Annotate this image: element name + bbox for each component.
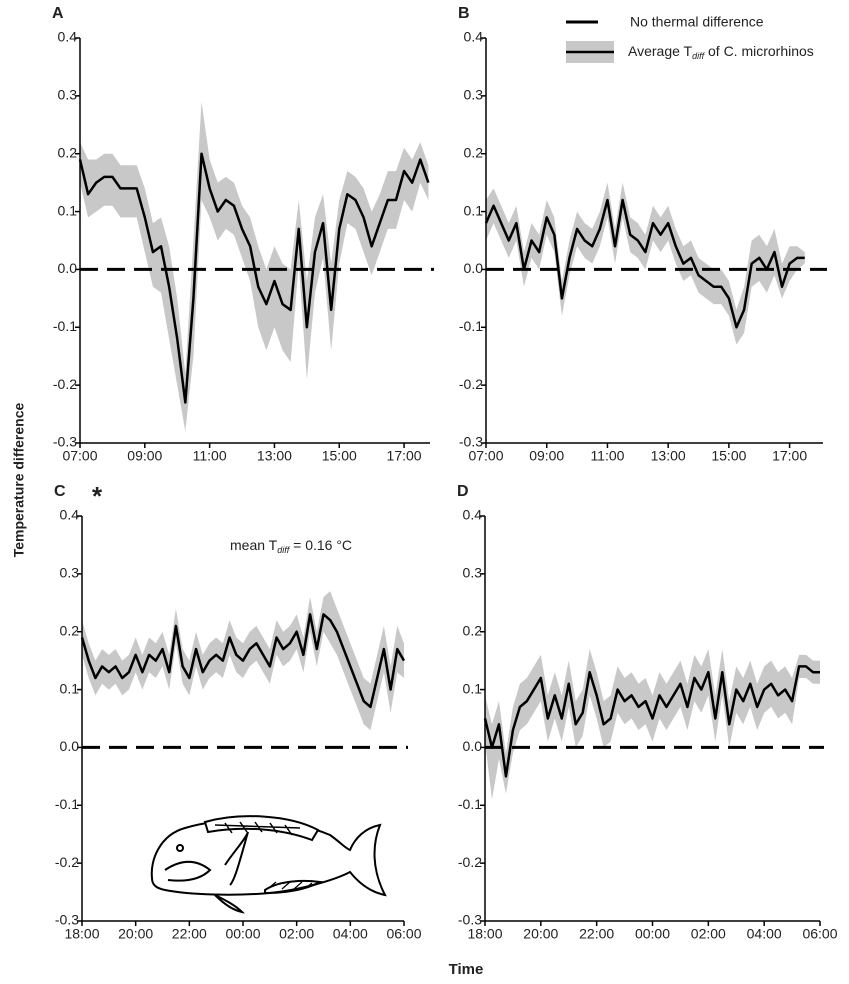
- y-tick-label: 0.4: [464, 29, 484, 45]
- y-tick-label: -0.2: [53, 376, 77, 392]
- x-tick-label: 22:00: [579, 926, 614, 942]
- x-tick-label: 13:00: [257, 448, 292, 464]
- panel: -0.3 -0.2 -0.1 0.0 0.1 0.2 0.3 0.4 07:00 09:00 11:…: [52, 5, 434, 464]
- y-tick-label: 0.3: [464, 87, 484, 103]
- y-tick-label: 0.1: [464, 202, 484, 218]
- x-tick-label: 11:00: [590, 448, 624, 464]
- x-tick-label: 02:00: [691, 926, 726, 942]
- y-tick-label: -0.1: [53, 318, 77, 334]
- y-tick-label: 0.2: [464, 144, 484, 160]
- x-tick-label: 09:00: [127, 448, 162, 464]
- x-tick-label: 00:00: [635, 926, 670, 942]
- x-tick-label: 18:00: [64, 926, 99, 942]
- significance-marker: *: [92, 481, 103, 511]
- mean-line: [80, 613, 406, 709]
- x-tick-label: 06:00: [802, 926, 837, 942]
- y-tick-label: -0.2: [55, 854, 79, 870]
- x-tick-label: 02:00: [279, 926, 314, 942]
- confidence-band: [485, 649, 820, 800]
- x-tick-label: 17:00: [772, 448, 807, 464]
- panel-label: C: [54, 483, 66, 500]
- x-tick-label: 13:00: [651, 448, 686, 464]
- panel: -0.3 -0.2 -0.1 0.0 0.1 0.2 0.3 0.4 18:00 20:00 22:…: [457, 483, 838, 941]
- y-tick-label: 0.0: [58, 260, 78, 276]
- x-tick-label: 17:00: [387, 448, 422, 464]
- fish-illustration: [150, 815, 387, 914]
- x-tick-label: 00:00: [225, 926, 260, 942]
- x-tick-label: 04:00: [333, 926, 368, 942]
- confidence-band: [486, 182, 805, 345]
- mean-line: [484, 198, 805, 329]
- y-tick-label: 0.1: [60, 680, 80, 696]
- y-tick-label: 0.1: [58, 202, 78, 218]
- x-tick-label: 07:00: [468, 448, 503, 464]
- annotation-main: mean T: [230, 537, 278, 553]
- legend-label-end: of C. microrhinos: [704, 43, 814, 59]
- x-tick-label: 07:00: [62, 448, 97, 464]
- panel-label: A: [52, 5, 64, 22]
- y-tick-label: 0.2: [463, 622, 483, 638]
- y-axis-label: Temperature difference: [11, 403, 27, 558]
- x-tick-label: 22:00: [172, 926, 207, 942]
- y-tick-label: -0.1: [458, 796, 482, 812]
- y-tick-label: 0.0: [464, 260, 484, 276]
- y-tick-label: -0.1: [459, 318, 483, 334]
- legend-label: No thermal difference: [630, 14, 764, 30]
- x-tick-label: 06:00: [386, 926, 421, 942]
- panel: -0.3 -0.2 -0.1 0.0 0.1 0.2 0.3 0.4 18:00 20:00 22:…: [54, 481, 422, 942]
- legend-label-main: Average T: [628, 43, 693, 59]
- y-tick-label: 0.2: [60, 622, 80, 638]
- panel: -0.3 -0.2 -0.1 0.0 0.1 0.2 0.3 0.4 07:00 09:00 11:…: [458, 5, 827, 464]
- y-tick-label: 0.4: [60, 507, 80, 523]
- y-tick-label: -0.3: [458, 912, 482, 928]
- annotation-end: = 0.16 °C: [289, 537, 352, 553]
- annotation: mean Tdiff = 0.16 °C: [230, 537, 352, 556]
- y-tick-label: -0.2: [458, 854, 482, 870]
- y-tick-label: -0.3: [53, 434, 77, 450]
- x-tick-label: 15:00: [322, 448, 357, 464]
- x-tick-label: 18:00: [467, 926, 502, 942]
- x-tick-label: 15:00: [711, 448, 746, 464]
- y-tick-label: -0.1: [55, 796, 79, 812]
- y-tick-label: 0.3: [463, 565, 483, 581]
- x-tick-label: 20:00: [523, 926, 558, 942]
- annotation-subscript: diff: [277, 545, 291, 555]
- y-tick-label: 0.1: [463, 680, 483, 696]
- legend: No thermal difference Average Tdiff of C…: [566, 14, 814, 63]
- y-tick-label: 0.2: [58, 144, 78, 160]
- x-tick-label: 11:00: [193, 448, 227, 464]
- legend-label-subscript: diff: [692, 51, 706, 61]
- y-tick-label: 0.4: [463, 507, 483, 523]
- y-tick-label: -0.3: [459, 434, 483, 450]
- y-tick-label: -0.3: [55, 912, 79, 928]
- x-tick-label: 20:00: [118, 926, 153, 942]
- panel-label: B: [458, 5, 470, 22]
- y-tick-label: 0.0: [463, 738, 483, 754]
- y-tick-label: -0.2: [459, 376, 483, 392]
- y-tick-label: 0.4: [58, 29, 78, 45]
- x-axis-label: Time: [449, 961, 484, 978]
- y-tick-label: 0.3: [58, 87, 78, 103]
- mean-line: [78, 152, 430, 404]
- x-tick-label: 09:00: [529, 448, 564, 464]
- y-tick-label: 0.0: [60, 738, 80, 754]
- mean-line: [483, 665, 820, 778]
- y-tick-label: 0.3: [60, 565, 80, 581]
- x-tick-label: 04:00: [747, 926, 782, 942]
- legend-label: Average Tdiff of C. microrhinos: [628, 43, 814, 62]
- panel-label: D: [457, 483, 469, 500]
